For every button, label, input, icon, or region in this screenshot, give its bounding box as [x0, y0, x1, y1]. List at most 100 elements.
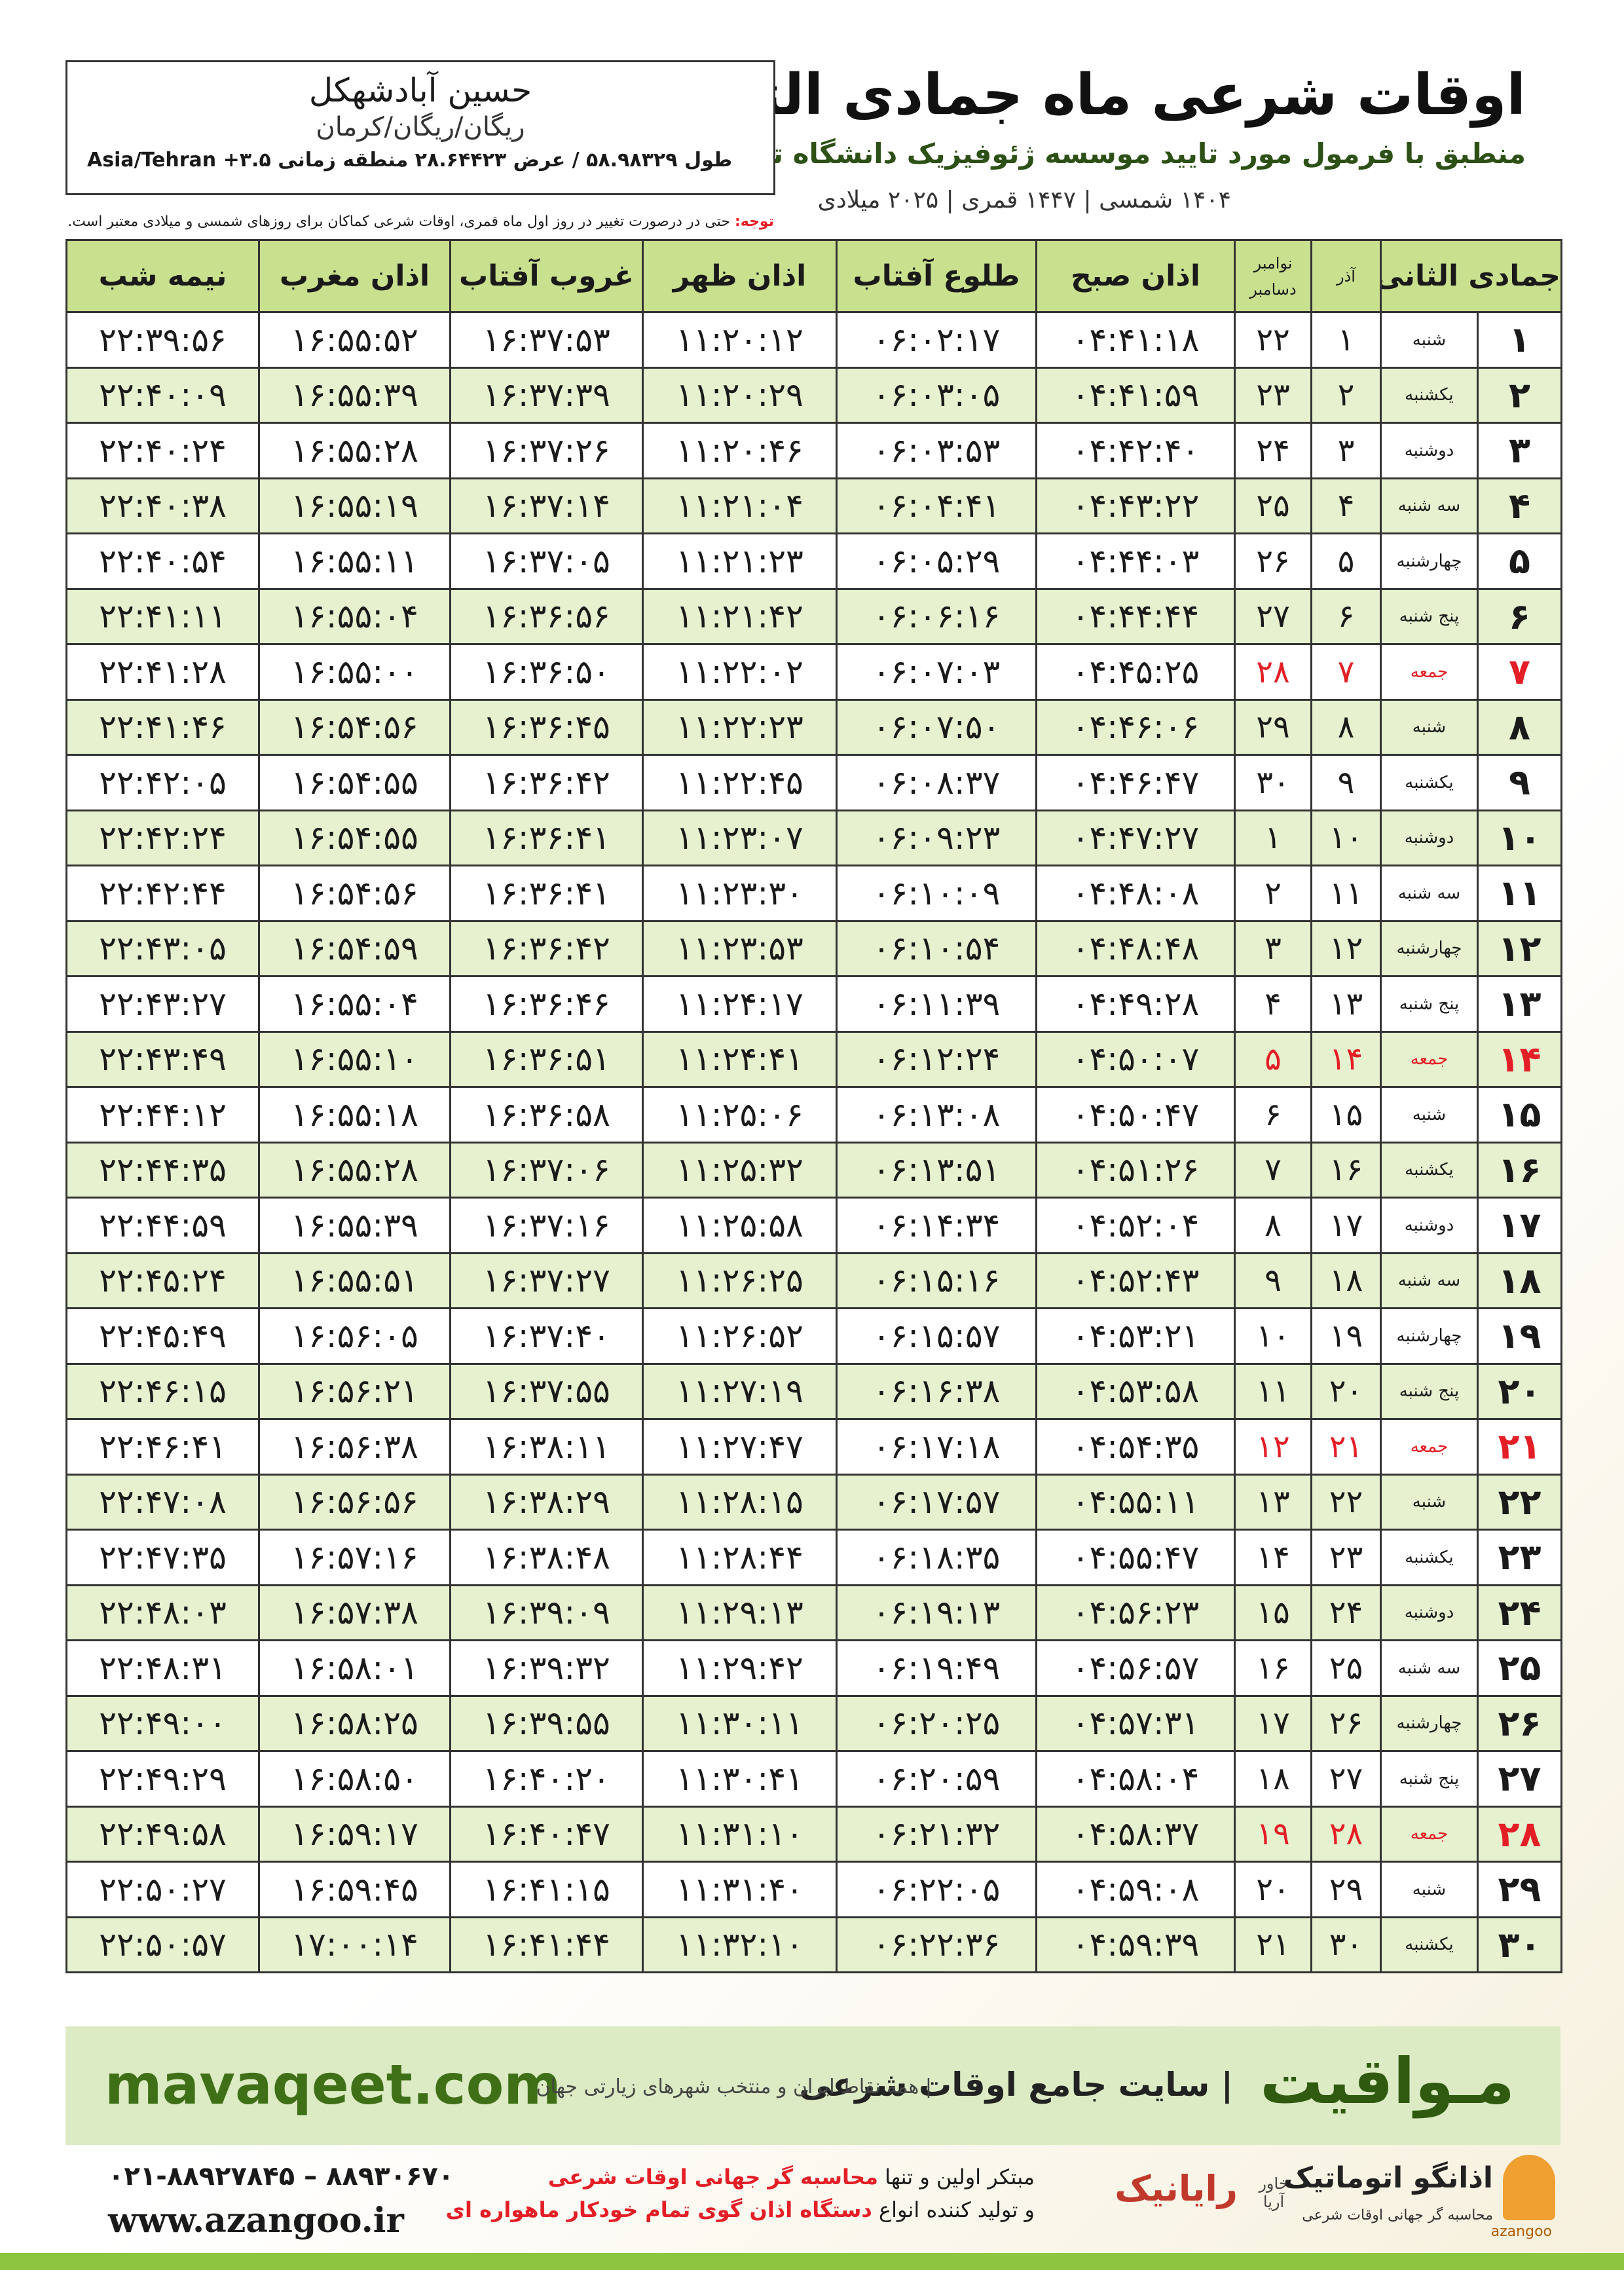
midnight: ۲۲:۴۳:۰۵	[65, 920, 260, 977]
table-row: ۲۷ پنج شنبه ۲۷ ۱۸ ۰۴:۵۸:۰۴ ۰۶:۲۰:۵۹ ۱۱:۳۰:۴۱ ۱۶…	[65, 1750, 1563, 1808]
maghrib: ۱۶:۵۵:۰۴	[258, 587, 451, 645]
dhuhr: ۱۱:۲۳:۵۳	[642, 920, 838, 977]
table-row: ۱۱ سه شنبه ۱۱ ۲ ۰۴:۴۸:۰۸ ۰۶:۱۰:۰۹ ۱۱:۲۳:۳۰ ۱۶:۳…	[65, 865, 1563, 922]
hijri-day: ۲۲	[1477, 1473, 1563, 1531]
gregorian-day: ۲۳	[1234, 366, 1312, 424]
dhuhr: ۱۱:۲۲:۴۵	[642, 754, 838, 811]
gregorian-day: ۲۰	[1234, 1861, 1312, 1918]
hijri-day: ۹	[1477, 754, 1563, 811]
gregorian-day: ۲۶	[1234, 532, 1312, 590]
gregorian-day: ۱۰	[1234, 1307, 1312, 1365]
footer-text: مبتکر اولین و تنها	[877, 2165, 1035, 2189]
weekday: چهارشنبه	[1379, 1307, 1479, 1365]
midnight: ۲۲:۴۸:۳۱	[65, 1639, 260, 1697]
maghrib: ۱۶:۵۵:۰۴	[258, 975, 451, 1033]
dhuhr: ۱۱:۲۵:۵۸	[642, 1197, 838, 1254]
fajr: ۰۴:۴۴:۴۴	[1035, 587, 1236, 645]
sunrise: ۰۶:۱۵:۱۶	[836, 1252, 1037, 1309]
sunrise: ۰۶:۱۲:۲۴	[836, 1030, 1037, 1088]
azar-day: ۲۹	[1310, 1861, 1382, 1918]
footer-highlight: دستگاه اذان گوی تمام خودکار ماهواره ای	[445, 2197, 872, 2222]
table-row: ۱۳ پنج شنبه ۱۳ ۴ ۰۴:۴۹:۲۸ ۰۶:۱۱:۳۹ ۱۱:۲۴:۱۷ ۱۶:…	[65, 975, 1563, 1033]
sunrise: ۰۶:۲۲:۳۶	[836, 1916, 1037, 1973]
midnight: ۲۲:۴۱:۴۶	[65, 698, 260, 756]
fajr: ۰۴:۴۱:۵۹	[1035, 366, 1236, 424]
dhuhr: ۱۱:۳۱:۱۰	[642, 1805, 838, 1863]
weekday: سه شنبه	[1379, 477, 1479, 534]
maghrib: ۱۶:۵۵:۱۹	[258, 477, 451, 534]
hijri-day: ۶	[1477, 587, 1563, 645]
fajr: ۰۴:۵۲:۰۴	[1035, 1197, 1236, 1254]
hijri-day: ۱۴	[1477, 1030, 1563, 1088]
gregorian-day: ۱۸	[1234, 1750, 1312, 1808]
sunrise: ۰۶:۱۵:۵۷	[836, 1307, 1037, 1365]
fajr: ۰۴:۵۴:۳۵	[1035, 1418, 1236, 1476]
midnight: ۲۲:۴۵:۲۴	[65, 1252, 260, 1309]
table-row: ۴ سه شنبه ۴ ۲۵ ۰۴:۴۳:۲۲ ۰۶:۰۴:۴۱ ۱۱:۲۱:۰۴ ۱۶:۳۷…	[65, 477, 1563, 534]
sunrise: ۰۶:۲۰:۲۵	[836, 1694, 1037, 1752]
hijri-day: ۱۱	[1477, 865, 1563, 922]
website[interactable]: www.azangoo.ir	[108, 2201, 404, 2241]
logo-icon	[1503, 2155, 1555, 2220]
dhuhr: ۱۱:۳۰:۴۱	[642, 1750, 838, 1808]
maghrib: ۱۶:۵۴:۵۵	[258, 809, 451, 866]
hijri-day: ۲۵	[1477, 1639, 1563, 1697]
sunset: ۱۶:۴۱:۱۵	[449, 1861, 644, 1918]
gregorian-day: ۳۰	[1234, 754, 1312, 811]
gregorian-day: ۲۷	[1234, 587, 1312, 645]
azar-day: ۶	[1310, 587, 1382, 645]
maghrib: ۱۶:۵۵:۳۹	[258, 1197, 451, 1254]
maghrib: ۱۶:۵۷:۳۸	[258, 1584, 451, 1641]
midnight: ۲۲:۴۱:۱۱	[65, 587, 260, 645]
midnight: ۲۲:۴۲:۰۵	[65, 754, 260, 811]
sunrise: ۰۶:۱۹:۴۹	[836, 1639, 1037, 1697]
maghrib: ۱۶:۵۴:۵۶	[258, 698, 451, 756]
azar-day: ۲۱	[1310, 1418, 1382, 1476]
fajr: ۰۴:۵۶:۵۷	[1035, 1639, 1236, 1697]
sunset: ۱۶:۳۶:۴۲	[449, 754, 644, 811]
azar-day: ۱۰	[1310, 809, 1382, 866]
weekday: دوشنبه	[1379, 422, 1479, 479]
table-row: ۱۴ جمعه ۱۴ ۵ ۰۴:۵۰:۰۷ ۰۶:۱۲:۲۴ ۱۱:۲۴:۴۱ ۱۶:۳۶:۵…	[65, 1030, 1563, 1088]
sunrise: ۰۶:۰۲:۱۷	[836, 311, 1037, 369]
weekday: سه شنبه	[1379, 865, 1479, 922]
hijri-day: ۴	[1477, 477, 1563, 534]
weekday: شنبه	[1379, 698, 1479, 756]
azar-day: ۱۳	[1310, 975, 1382, 1033]
maghrib: ۱۶:۵۵:۲۸	[258, 422, 451, 479]
hijri-day: ۲۶	[1477, 1694, 1563, 1752]
table-row: ۱۸ سه شنبه ۱۸ ۹ ۰۴:۵۲:۴۳ ۰۶:۱۵:۱۶ ۱۱:۲۶:۲۵ ۱۶:۳…	[65, 1252, 1563, 1309]
table-row: ۲۶ چهارشنبه ۲۶ ۱۷ ۰۴:۵۷:۳۱ ۰۶:۲۰:۲۵ ۱۱:۳۰:۱۱ ۱۶…	[65, 1694, 1563, 1752]
sunrise: ۰۶:۱۰:۰۹	[836, 865, 1037, 922]
fajr: ۰۴:۴۳:۲۲	[1035, 477, 1236, 534]
note-text: حتی در درصورت تغییر در روز اول ماه قمری،…	[67, 214, 730, 230]
midnight: ۲۲:۴۷:۰۸	[65, 1473, 260, 1531]
table-row: ۲۱ جمعه ۲۱ ۱۲ ۰۴:۵۴:۳۵ ۰۶:۱۷:۱۸ ۱۱:۲۷:۴۷ ۱۶:۳۸:…	[65, 1418, 1563, 1476]
gregorian-day: ۴	[1234, 975, 1312, 1033]
weekday: پنج شنبه	[1379, 975, 1479, 1033]
azar-day: ۸	[1310, 698, 1382, 756]
dhuhr: ۱۱:۲۰:۴۶	[642, 422, 838, 479]
weekday: پنج شنبه	[1379, 1750, 1479, 1808]
gregorian-day: ۲۸	[1234, 643, 1312, 701]
weekday: شنبه	[1379, 1473, 1479, 1531]
prayer-table: جمادی الثانی آذر نوامبر دسامبر اذان صبح ط…	[65, 239, 1563, 1973]
dhuhr: ۱۱:۲۴:۱۷	[642, 975, 838, 1033]
maghrib: ۱۶:۵۴:۵۵	[258, 754, 451, 811]
sunrise: ۰۶:۰۶:۱۶	[836, 587, 1037, 645]
column-header: اذان ظهر	[642, 239, 838, 313]
azar-day: ۲۶	[1310, 1694, 1382, 1752]
table-row: ۱۲ چهارشنبه ۱۲ ۳ ۰۴:۴۸:۴۸ ۰۶:۱۰:۵۴ ۱۱:۲۳:۵۳ ۱۶:…	[65, 920, 1563, 977]
midnight: ۲۲:۴۰:۰۹	[65, 366, 260, 424]
table-row: ۲۸ جمعه ۲۸ ۱۹ ۰۴:۵۸:۳۷ ۰۶:۲۱:۳۲ ۱۱:۳۱:۱۰ ۱۶:۴۰:…	[65, 1805, 1563, 1863]
fajr: ۰۴:۴۶:۴۷	[1035, 754, 1236, 811]
table-row: ۲۰ پنج شنبه ۲۰ ۱۱ ۰۴:۵۳:۵۸ ۰۶:۱۶:۳۸ ۱۱:۲۷:۱۹ ۱۶…	[65, 1362, 1563, 1420]
azar-day: ۹	[1310, 754, 1382, 811]
fajr: ۰۴:۴۹:۲۸	[1035, 975, 1236, 1033]
midnight: ۲۲:۴۹:۰۰	[65, 1694, 260, 1752]
dhuhr: ۱۱:۲۸:۱۵	[642, 1473, 838, 1531]
hijri-day: ۱۲	[1477, 920, 1563, 977]
site-link[interactable]: mavaqeet.com	[105, 2053, 561, 2117]
maghrib: ۱۶:۵۵:۲۸	[258, 1141, 451, 1199]
